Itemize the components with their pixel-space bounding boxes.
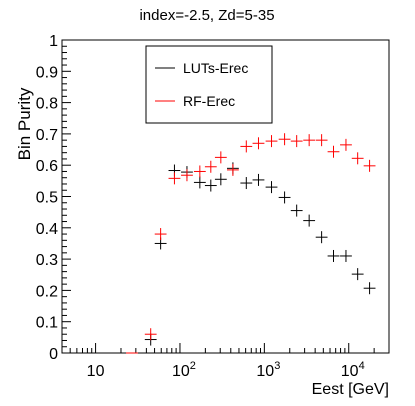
data-point-luts <box>240 177 253 190</box>
data-point-rf <box>278 133 291 146</box>
data-point-rf <box>181 169 193 182</box>
x-tick-exponent: 4 <box>359 360 365 372</box>
data-point-luts <box>340 249 352 262</box>
data-point-rf <box>168 172 181 185</box>
data-point-rf <box>193 165 206 178</box>
chart-title: index=-2.5, Zd=5-35 <box>139 7 274 24</box>
data-point-rf <box>240 140 253 153</box>
x-axis-label: Eest [GeV] <box>312 381 389 398</box>
x-tick-label: 103 <box>256 360 280 380</box>
y-tick-label: 0.5 <box>36 190 58 207</box>
y-axis: 0 0.1 0.2 0.3 0.4 0.5 0.6 0.7 0.8 0.9 1 <box>36 33 71 363</box>
legend-box <box>145 45 273 124</box>
data-point-rf <box>303 134 316 147</box>
y-tick-label: 0.6 <box>36 158 58 175</box>
data-point-rf <box>315 134 328 147</box>
data-point-luts <box>290 204 303 217</box>
data-point-rf <box>351 152 364 165</box>
data-point-luts <box>351 268 364 281</box>
plot-marks <box>126 133 376 354</box>
legend-label-rf: RF-Erec <box>183 93 235 109</box>
data-point-rf <box>265 135 278 148</box>
data-point-rf <box>214 151 227 164</box>
data-point-rf <box>226 163 239 176</box>
data-point-luts <box>278 191 291 204</box>
data-point-rf <box>144 328 157 341</box>
x-tick-exponent: 2 <box>190 360 196 372</box>
y-tick-label: 0.2 <box>36 283 58 300</box>
data-point-rf <box>290 135 303 148</box>
x-axis: 10 102 103 104 <box>61 343 390 380</box>
y-tick-label: 0.7 <box>36 127 58 144</box>
data-point-luts <box>327 249 340 262</box>
data-point-luts <box>252 173 265 186</box>
x-tick-label: 10 <box>87 363 105 380</box>
x-tick-label: 104 <box>341 360 365 380</box>
x-tick-exponent: 3 <box>274 360 280 372</box>
data-point-rf <box>340 138 352 151</box>
data-point-rf <box>154 228 167 241</box>
y-tick-label: 0.8 <box>36 96 58 113</box>
legend: LUTs-Erec RF-Erec <box>145 45 273 124</box>
y-tick-label: 0.9 <box>36 64 58 81</box>
data-point-luts <box>204 179 217 192</box>
legend-label-luts: LUTs-Erec <box>183 60 248 76</box>
y-tick-label: 0.4 <box>36 221 58 238</box>
data-point-rf <box>252 137 265 150</box>
data-point-luts <box>363 282 376 295</box>
data-point-luts <box>265 181 278 194</box>
data-point-rf <box>363 159 376 172</box>
y-axis-label: Bin Purity <box>15 87 34 160</box>
y-tick-label: 0 <box>49 346 58 363</box>
x-tick-label: 102 <box>172 360 196 380</box>
data-point-luts <box>214 173 227 186</box>
data-point-luts <box>303 214 316 227</box>
y-tick-label: 0.1 <box>36 315 58 332</box>
y-tick-label: 1 <box>49 33 58 50</box>
data-point-luts <box>315 231 328 244</box>
data-point-luts <box>193 176 206 189</box>
data-point-rf <box>204 160 217 173</box>
data-point-rf <box>327 145 340 158</box>
y-tick-label: 0.3 <box>36 252 58 269</box>
